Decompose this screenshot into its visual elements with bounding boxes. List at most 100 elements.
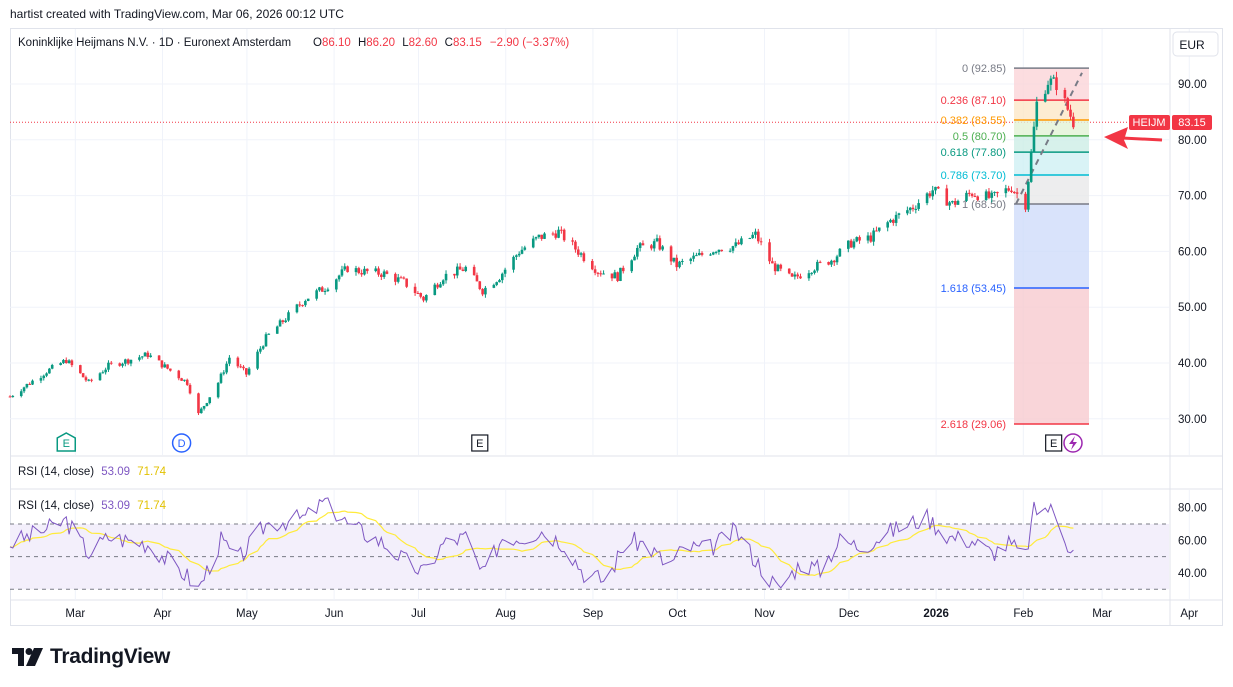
candle-body xyxy=(382,271,386,277)
candle-body xyxy=(42,375,46,379)
price-tick-label: 90.00 xyxy=(1178,79,1207,91)
candle-body xyxy=(1012,192,1016,194)
candle-body xyxy=(554,233,558,238)
candle-body xyxy=(1004,188,1008,194)
candle-body xyxy=(731,246,735,251)
candle-body xyxy=(185,379,189,385)
tradingview-logo[interactable]: TradingView xyxy=(12,645,170,669)
candle-body xyxy=(11,396,15,398)
candle-body xyxy=(877,227,881,231)
candle-body xyxy=(711,252,715,255)
fib-level-label: 2.618 (29.06) xyxy=(941,419,1006,431)
candle-body xyxy=(1049,78,1053,85)
candle-body xyxy=(318,287,321,291)
price-tick-label: 70.00 xyxy=(1178,191,1207,203)
candle-body xyxy=(39,378,43,381)
ohlc-values: O86.10 H86.20 L82.60 C83.15 −2.90 (−3.37… xyxy=(313,37,569,49)
candle-body xyxy=(858,237,861,241)
candle-body xyxy=(157,355,161,361)
chart-caption: hartist created with TradingView.com, Ma… xyxy=(10,7,344,21)
candle-body xyxy=(59,363,62,366)
candle-body xyxy=(295,304,299,313)
earnings-marker xyxy=(56,432,77,452)
candle-body xyxy=(537,234,541,238)
candle-body xyxy=(1029,151,1033,182)
candle-body xyxy=(394,273,397,282)
candle-body xyxy=(675,257,679,268)
candle-body xyxy=(197,393,200,414)
rsi-tick-label: 40.00 xyxy=(1178,568,1207,580)
candle-body xyxy=(1015,192,1019,194)
candle-body xyxy=(183,379,186,381)
rsi-legend-label: RSI (14, close) xyxy=(18,500,94,512)
candle-body xyxy=(140,356,144,358)
rsi-legend-value: 53.09 xyxy=(101,500,130,512)
candle-body xyxy=(754,231,757,235)
ticker-label: HEIJM xyxy=(1133,117,1166,129)
candle-body xyxy=(717,249,721,252)
candle-body xyxy=(1043,93,1047,102)
candle-body xyxy=(852,241,856,248)
chart-frame xyxy=(10,28,1223,626)
candle-body xyxy=(996,191,999,194)
candle-body xyxy=(22,387,26,392)
candle-body xyxy=(835,256,839,263)
candle-body xyxy=(126,359,130,364)
fib-retracement[interactable]: 0 (92.85) 0.236 (87.10) 0.382 (83.55) 0.5 (… xyxy=(941,63,1089,431)
close-value: 83.15 xyxy=(453,37,482,49)
rsi-tick-label: 60.00 xyxy=(1178,535,1207,547)
candle-body xyxy=(441,280,445,285)
arrow-annotation[interactable] xyxy=(1104,127,1163,149)
candle-body xyxy=(160,360,164,368)
candle-body xyxy=(301,305,304,307)
time-tick-label: Oct xyxy=(668,608,687,620)
candle-body xyxy=(1007,188,1010,191)
candle-body xyxy=(396,277,400,282)
candle-body xyxy=(838,248,842,257)
candle-body xyxy=(734,242,738,247)
candle-body xyxy=(475,275,479,282)
candle-body xyxy=(790,273,794,277)
candle-body xyxy=(976,196,980,200)
candle-body xyxy=(810,272,814,274)
candle-body xyxy=(636,247,639,257)
currency-label: EUR xyxy=(1179,38,1205,52)
candle-body xyxy=(557,229,560,238)
price-tick-label: 30.00 xyxy=(1178,414,1207,426)
currency-button[interactable] xyxy=(1172,31,1219,57)
candle-body xyxy=(908,207,912,211)
rsi-legend-ma: 71.74 xyxy=(137,466,166,478)
candle-body xyxy=(793,274,797,277)
candle-body xyxy=(967,192,971,194)
candle-body xyxy=(208,397,212,404)
candle-body xyxy=(278,320,282,327)
candle-body xyxy=(205,403,209,407)
candle-body xyxy=(937,186,940,189)
candle-body xyxy=(970,193,974,196)
candle-body xyxy=(796,274,799,277)
candle-body xyxy=(1066,98,1070,110)
candle-body xyxy=(101,372,105,374)
time-tick-label: Apr xyxy=(154,608,172,620)
candle-body xyxy=(67,360,71,364)
candle-body xyxy=(236,357,240,367)
candle-body xyxy=(638,243,642,248)
candle-body xyxy=(1046,84,1050,94)
candle-body xyxy=(613,272,617,279)
candle-body xyxy=(697,252,701,256)
candle-body xyxy=(188,384,192,394)
candle-body xyxy=(633,256,636,261)
candle-body xyxy=(543,233,546,239)
candle-body xyxy=(484,287,487,295)
candle-body xyxy=(827,262,830,265)
candle-body xyxy=(492,284,496,288)
price-tick-label: 40.00 xyxy=(1178,358,1207,370)
candle-body xyxy=(472,266,476,276)
candle-body xyxy=(118,363,122,366)
time-tick-label: Jul xyxy=(411,608,426,620)
candle-body xyxy=(818,261,822,263)
lightning-icon[interactable] xyxy=(1063,433,1083,453)
candle-body xyxy=(1027,181,1030,210)
